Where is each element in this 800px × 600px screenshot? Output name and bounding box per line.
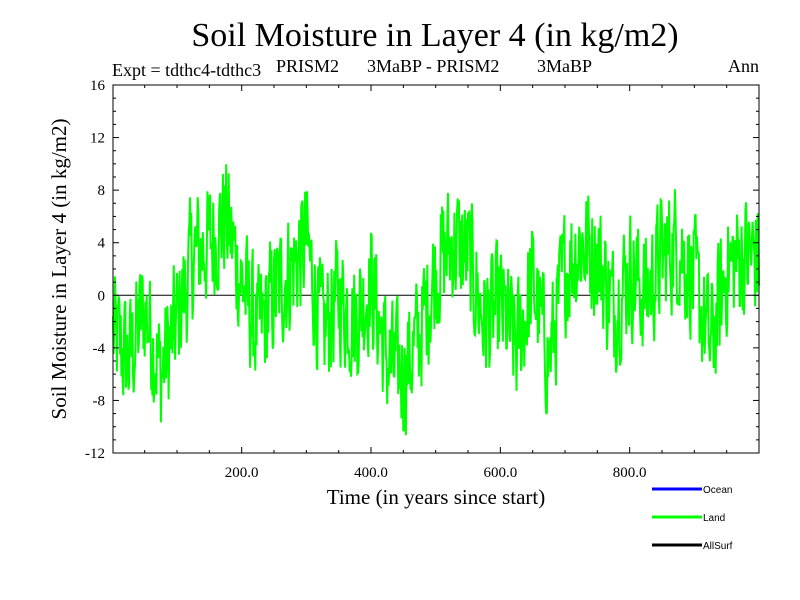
x-tick-label: 600.0 <box>483 465 517 481</box>
y-axis-label: Soil Moisture in Layer 4 (in kg/m2) <box>47 119 71 420</box>
legend-label-ocean: Ocean <box>703 485 732 496</box>
legend: Ocean Land AllSurf <box>652 485 733 552</box>
subtitle-experiment: Expt = tdthc4-tdthc3 <box>112 60 261 80</box>
y-tick-label: -12 <box>85 446 105 462</box>
y-axis: -12 -8 -4 0 4 8 12 16 <box>85 78 759 462</box>
subtitle-season: Ann <box>728 56 759 76</box>
y-tick-label: 0 <box>98 288 106 304</box>
y-tick-label: 16 <box>90 78 106 94</box>
legend-label-land: Land <box>703 513 725 524</box>
x-axis-label: Time (in years since start) <box>327 485 546 509</box>
y-tick-label: 12 <box>90 131 105 147</box>
y-tick-label: 8 <box>98 183 106 199</box>
subtitle-prism2: PRISM2 <box>276 56 339 76</box>
subtitle-3mabp: 3MaBP <box>537 56 592 76</box>
plot-area <box>112 84 760 454</box>
x-axis: 200.0 400.0 600.0 800.0 <box>144 85 728 481</box>
y-tick-label: 4 <box>98 236 106 252</box>
chart-title: Soil Moisture in Layer 4 (in kg/m2) <box>191 17 678 54</box>
x-tick-label: 200.0 <box>225 465 259 481</box>
series-line-land <box>112 164 760 436</box>
subtitle-diff: 3MaBP - PRISM2 <box>367 56 499 76</box>
y-tick-label: -4 <box>93 341 106 357</box>
x-tick-label: 400.0 <box>354 465 388 481</box>
legend-label-allsurf: AllSurf <box>703 541 733 552</box>
y-tick-label: -8 <box>93 393 106 409</box>
x-tick-label: 800.0 <box>613 465 647 481</box>
